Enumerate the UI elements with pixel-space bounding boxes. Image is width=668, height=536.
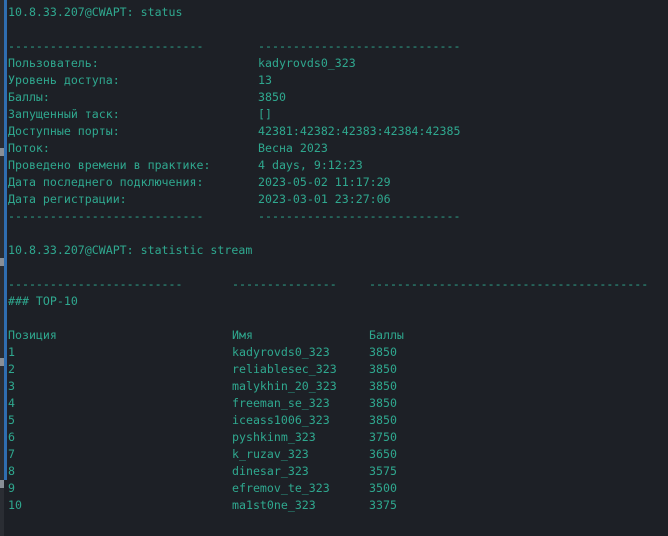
table-row: 1 kadyrovds0_323 3850 [8,344,668,361]
row-score: 3575 [369,464,397,478]
row-position: 8 [8,464,15,478]
status-row: Дата последнего подключения: 2023-05-02 1… [8,174,668,191]
status-value: 42381:42382:42383:42384:42385 [258,124,461,138]
row-name: kadyrovds0_323 [232,345,330,359]
status-label: Доступные порты: [8,124,120,138]
header-score: Баллы [369,328,404,342]
status-row: Доступные порты: 42381:42382:42383:42384:… [8,123,668,140]
row-score: 3850 [369,413,397,427]
row-position: 10 [8,498,22,512]
table-row: 10 ma1st0ne_323 3375 [8,497,668,514]
top-heading: ### TOP-10 [8,294,78,308]
status-label: Запущенный таск: [8,107,120,121]
active-session-bar [4,0,7,480]
edit-icon[interactable] [0,258,4,266]
row-position: 1 [8,345,15,359]
row-score: 3650 [369,447,397,461]
status-divider: ---------------------------- -----------… [8,39,461,53]
row-name: k_ruzav_323 [232,447,309,461]
row-position: 4 [8,396,15,410]
terminal-output[interactable]: 10.8.33.207@CWAPT: status --------------… [8,4,668,514]
status-row: Поток: Весна 2023 [8,140,668,157]
status-value: Весна 2023 [258,141,328,155]
row-name: pyshkinm_323 [232,430,316,444]
status-value: [] [258,107,272,121]
table-row: 4 freeman_se_323 3850 [8,395,668,412]
status-row: Уровень доступа: 13 [8,72,668,89]
menu-icon[interactable] [0,358,4,366]
row-position: 6 [8,430,15,444]
row-score: 3750 [369,430,397,444]
status-label: Проведено времени в практике: [8,158,211,172]
window-icon[interactable] [0,480,4,488]
table-row: 3 malykhin_20_323 3850 [8,378,668,395]
status-command: 10.8.33.207@CWAPT: status [8,5,183,19]
row-score: 3850 [369,396,397,410]
status-row: Пользователь: kadyrovds0_323 [8,55,668,72]
stats-divider: ------------------------- --------------… [8,277,649,291]
side-panel-edge [0,0,4,536]
row-name: efremov_te_323 [232,481,330,495]
row-name: iceass1006_323 [232,413,330,427]
status-label: Уровень доступа: [8,73,120,87]
row-score: 3850 [369,379,397,393]
table-header: Позиция Имя Баллы [8,327,668,344]
row-score: 3850 [369,345,397,359]
row-name: dinesar_323 [232,464,309,478]
row-name: malykhin_20_323 [232,379,337,393]
table-row: 8 dinesar_323 3575 [8,463,668,480]
table-row: 5 iceass1006_323 3850 [8,412,668,429]
status-label: Поток: [8,141,50,155]
row-score: 3375 [369,498,397,512]
table-row: 7 k_ruzav_323 3650 [8,446,668,463]
row-score: 3500 [369,481,397,495]
row-position: 3 [8,379,15,393]
status-divider: ---------------------------- -----------… [8,209,461,223]
table-row: 6 pyshkinm_323 3750 [8,429,668,446]
file-icon[interactable] [0,148,4,156]
status-row: Баллы: 3850 [8,89,668,106]
row-name: freeman_se_323 [232,396,330,410]
status-value: 3850 [258,90,286,104]
status-value: kadyrovds0_323 [258,56,356,70]
status-row: Запущенный таск: [] [8,106,668,123]
row-score: 3850 [369,362,397,376]
header-position: Позиция [8,328,57,342]
status-label: Дата последнего подключения: [8,175,204,189]
row-name: ma1st0ne_323 [232,498,316,512]
status-value: 2023-05-02 11:17:29 [258,175,391,189]
status-row: Дата регистрации: 2023-03-01 23:27:06 [8,191,668,208]
status-label: Баллы: [8,90,50,104]
row-position: 9 [8,481,15,495]
status-value: 13 [258,73,272,87]
status-value: 2023-03-01 23:27:06 [258,192,391,206]
header-name: Имя [232,328,253,342]
row-name: reliablesec_323 [232,362,337,376]
status-value: 4 days, 9:12:23 [258,158,363,172]
status-label: Дата регистрации: [8,192,127,206]
status-row: Проведено времени в практике: 4 days, 9:1… [8,157,668,174]
row-position: 7 [8,447,15,461]
status-label: Пользователь: [8,56,99,70]
table-row: 9 efremov_te_323 3500 [8,480,668,497]
row-position: 5 [8,413,15,427]
row-position: 2 [8,362,15,376]
stats-command: 10.8.33.207@CWAPT: statistic stream [8,243,253,257]
table-row: 2 reliablesec_323 3850 [8,361,668,378]
